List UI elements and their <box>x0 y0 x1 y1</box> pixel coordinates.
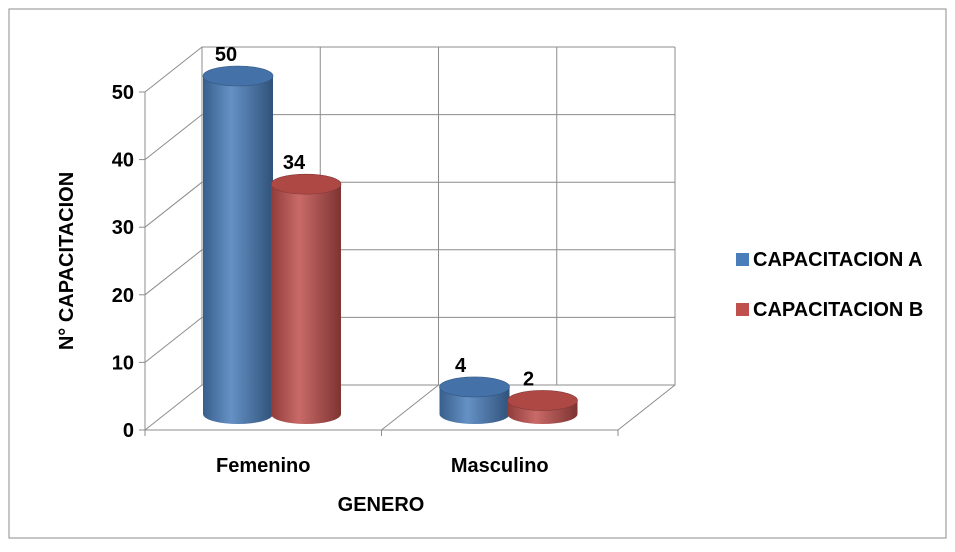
bar-body <box>439 386 510 424</box>
legend-entry: CAPACITACION A <box>753 249 923 271</box>
labels: 50 34 4 2 <box>215 44 534 390</box>
chart-border <box>8 8 947 539</box>
bar <box>439 376 510 424</box>
data-label: 50 <box>215 44 237 66</box>
data-label: 4 <box>455 355 467 377</box>
y-tick-label: 10 <box>112 352 134 374</box>
legend-entry: CAPACITACION B <box>753 299 923 321</box>
y-tick-label: 20 <box>112 285 134 307</box>
legend-swatch <box>736 303 749 316</box>
legend-swatch <box>736 253 749 266</box>
side-wall-line <box>144 317 203 363</box>
legend: CAPACITACION A CAPACITACION B <box>736 249 923 321</box>
side-wall-line <box>144 384 203 431</box>
x-tick-label: Masculino <box>451 455 549 477</box>
bar <box>270 173 342 424</box>
bar <box>202 65 274 424</box>
bar-body <box>203 76 273 424</box>
bar-body <box>271 184 341 424</box>
x-tick-label: Femenino <box>216 455 310 477</box>
y-tick-label: 40 <box>112 150 134 172</box>
y-tick-label: 0 <box>123 420 134 442</box>
bars <box>202 65 578 424</box>
x-axis-title: GENERO <box>338 494 425 516</box>
bar-top <box>507 390 578 411</box>
side-wall-line <box>144 46 203 93</box>
floor-right-edge <box>617 384 676 431</box>
data-label: 34 <box>283 152 306 174</box>
side-wall-line <box>144 249 203 296</box>
floor-category-divider <box>381 384 439 431</box>
y-tick-label: 30 <box>112 217 134 239</box>
side-wall-line <box>144 114 203 160</box>
bar-top <box>270 173 342 195</box>
bar-top <box>439 376 510 398</box>
data-label: 2 <box>523 368 534 390</box>
y-tick-label: 50 <box>112 82 134 104</box>
axes: 0 10 20 30 40 50 Femenino Masculino GENERO N° CAP… <box>56 82 619 516</box>
side-wall-line <box>144 181 203 228</box>
bar-top <box>202 65 274 87</box>
y-axis-title: N° CAPACITACION <box>56 172 78 350</box>
bar <box>507 390 578 424</box>
